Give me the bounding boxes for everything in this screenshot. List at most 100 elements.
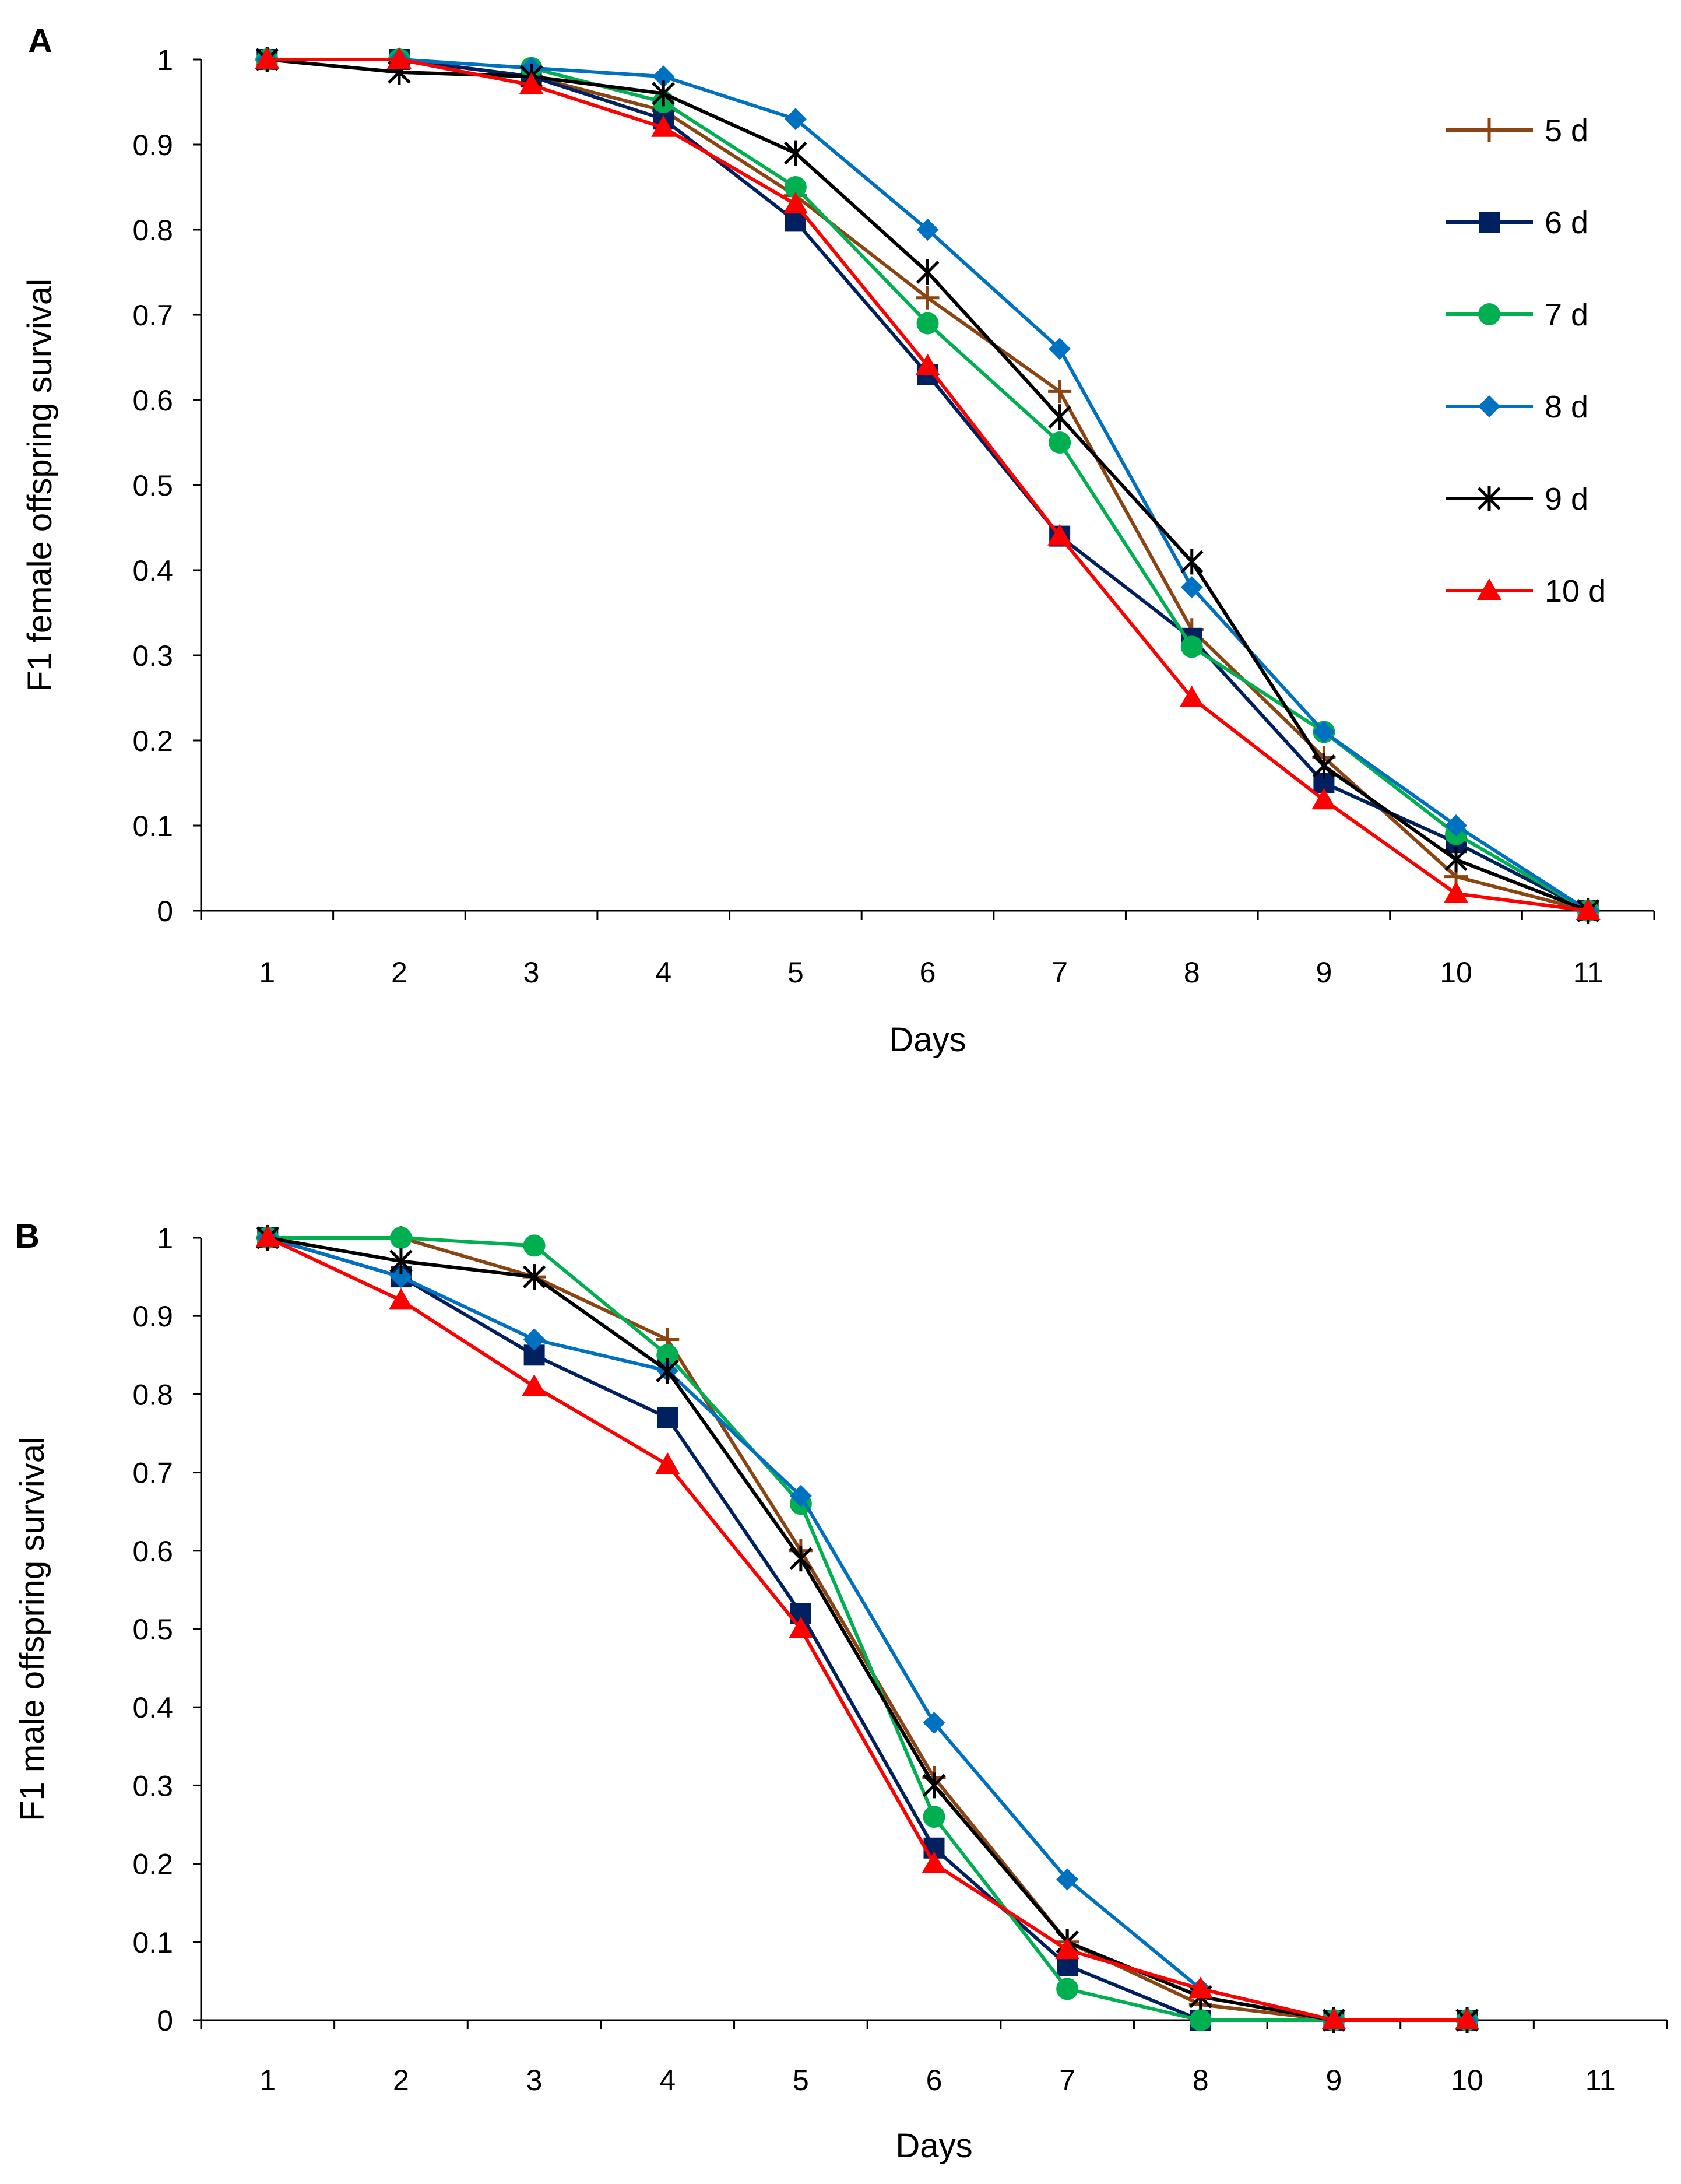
- series-line: [267, 1236, 1468, 2022]
- x-tick-label: 4: [655, 956, 671, 989]
- data-point: [389, 1227, 412, 1249]
- data-point: [657, 1407, 678, 1428]
- data-point: [923, 1806, 945, 1828]
- data-point: [1180, 635, 1203, 658]
- series-line: [267, 58, 1589, 912]
- chart-a: A00.10.20.30.40.50.60.70.80.911 2 3 4 5 6 7 8 9 1…: [21, 22, 1655, 1059]
- y-axis-title: F1 male offspring survival: [13, 1437, 51, 1821]
- data-point: [1180, 549, 1204, 575]
- legend-item: 5 d: [1446, 113, 1588, 148]
- data-point: [915, 353, 940, 375]
- data-point: [916, 219, 939, 241]
- data-point: [916, 312, 939, 335]
- series-7d: [256, 1227, 1479, 2031]
- y-tick-label: 0.8: [132, 1378, 173, 1411]
- x-tick-label: 4: [659, 2064, 676, 2097]
- x-tick-label: 2: [393, 2064, 409, 2097]
- y-tick-label: 0.9: [132, 129, 173, 161]
- data-point: [784, 108, 807, 131]
- legend-marker: [1478, 118, 1501, 142]
- x-tick-label: 9: [1326, 2064, 1342, 2097]
- data-point: [789, 1546, 813, 1572]
- legend-marker: [1478, 486, 1501, 511]
- x-tick-label: 2: [391, 956, 407, 989]
- series-line: [267, 1236, 1468, 2022]
- legend-label: 5 d: [1545, 113, 1588, 148]
- y-tick-label: 0.3: [132, 1769, 173, 1802]
- y-tick-label: 0.5: [132, 1613, 173, 1646]
- data-point: [1179, 686, 1204, 707]
- x-tick-label: 3: [526, 2064, 543, 2097]
- chart-b: B00.10.20.30.40.50.60.70.80.911 2 3 4 5 6 7 8 9 1…: [13, 1217, 1668, 2165]
- data-point: [1455, 2008, 1480, 2029]
- data-point: [1056, 1978, 1079, 2000]
- series-7d: [256, 48, 1599, 922]
- x-tick-label: 8: [1193, 2064, 1209, 2097]
- panel-label: A: [28, 22, 52, 60]
- x-tick-label: 3: [523, 956, 540, 989]
- data-point: [651, 115, 676, 137]
- series-8d: [256, 1227, 1479, 2031]
- data-point: [386, 47, 412, 69]
- series-line: [268, 1236, 1468, 2022]
- x-tick-label: 7: [1051, 956, 1068, 989]
- data-point: [1189, 2009, 1212, 2031]
- y-tick-label: 0: [157, 2004, 173, 2037]
- series-10d: [255, 1226, 1480, 2029]
- panel-label: B: [15, 1217, 40, 1255]
- data-point: [1444, 847, 1468, 873]
- data-point: [1055, 1937, 1080, 1960]
- legend-label: 8 d: [1545, 389, 1588, 424]
- x-tick-label: 8: [1184, 956, 1200, 989]
- data-point: [1188, 1976, 1213, 1999]
- series-5d: [256, 1226, 1479, 2032]
- data-point: [1048, 380, 1072, 403]
- data-point: [255, 1226, 280, 1247]
- x-tick-label: 6: [926, 2064, 943, 2097]
- y-tick-label: 0.1: [132, 810, 173, 842]
- x-tick-label: 11: [1573, 956, 1603, 989]
- data-point: [1049, 338, 1071, 360]
- x-tick-label: 5: [793, 2064, 809, 2097]
- y-tick-label: 0.6: [132, 384, 173, 417]
- x-tick-label: 10: [1451, 2064, 1483, 2097]
- data-point: [1445, 814, 1468, 837]
- y-tick-label: 0.1: [132, 1926, 173, 1959]
- x-tick-label: 11: [1585, 2064, 1616, 2097]
- legend-label: 9 d: [1545, 482, 1588, 517]
- legend-label: 10 d: [1545, 574, 1606, 609]
- x-tick-label: 1: [259, 2064, 276, 2097]
- x-axis-title: Days: [889, 1021, 966, 1059]
- legend-marker: [1477, 578, 1501, 600]
- data-point: [1180, 576, 1203, 599]
- data-point: [1311, 788, 1337, 810]
- data-point: [783, 192, 808, 214]
- legend-label: 6 d: [1545, 205, 1588, 240]
- y-tick-label: 0.6: [132, 1535, 173, 1568]
- data-point: [922, 1772, 946, 1799]
- x-tick-label: 6: [920, 956, 936, 989]
- data-point: [916, 286, 940, 310]
- data-point: [788, 1617, 813, 1638]
- data-point: [1321, 2008, 1346, 2029]
- data-point: [789, 1484, 812, 1507]
- series-10d: [255, 47, 1601, 920]
- data-point: [1048, 404, 1071, 430]
- y-tick-label: 1: [157, 1222, 173, 1255]
- legend-marker: [1478, 395, 1500, 417]
- series-9d: [256, 1225, 1479, 2033]
- y-tick-label: 0.4: [132, 554, 173, 587]
- data-point: [1047, 524, 1072, 546]
- data-point: [1056, 1868, 1079, 1891]
- legend-item: 7 d: [1446, 297, 1588, 332]
- data-point: [784, 176, 807, 198]
- y-tick-label: 0.7: [132, 299, 173, 332]
- data-point: [655, 1452, 680, 1474]
- data-point: [652, 65, 675, 88]
- y-tick-label: 0: [157, 895, 173, 928]
- data-point: [522, 1264, 546, 1290]
- data-point: [388, 1288, 413, 1310]
- series-9d: [255, 47, 1600, 924]
- y-tick-label: 1: [157, 44, 173, 76]
